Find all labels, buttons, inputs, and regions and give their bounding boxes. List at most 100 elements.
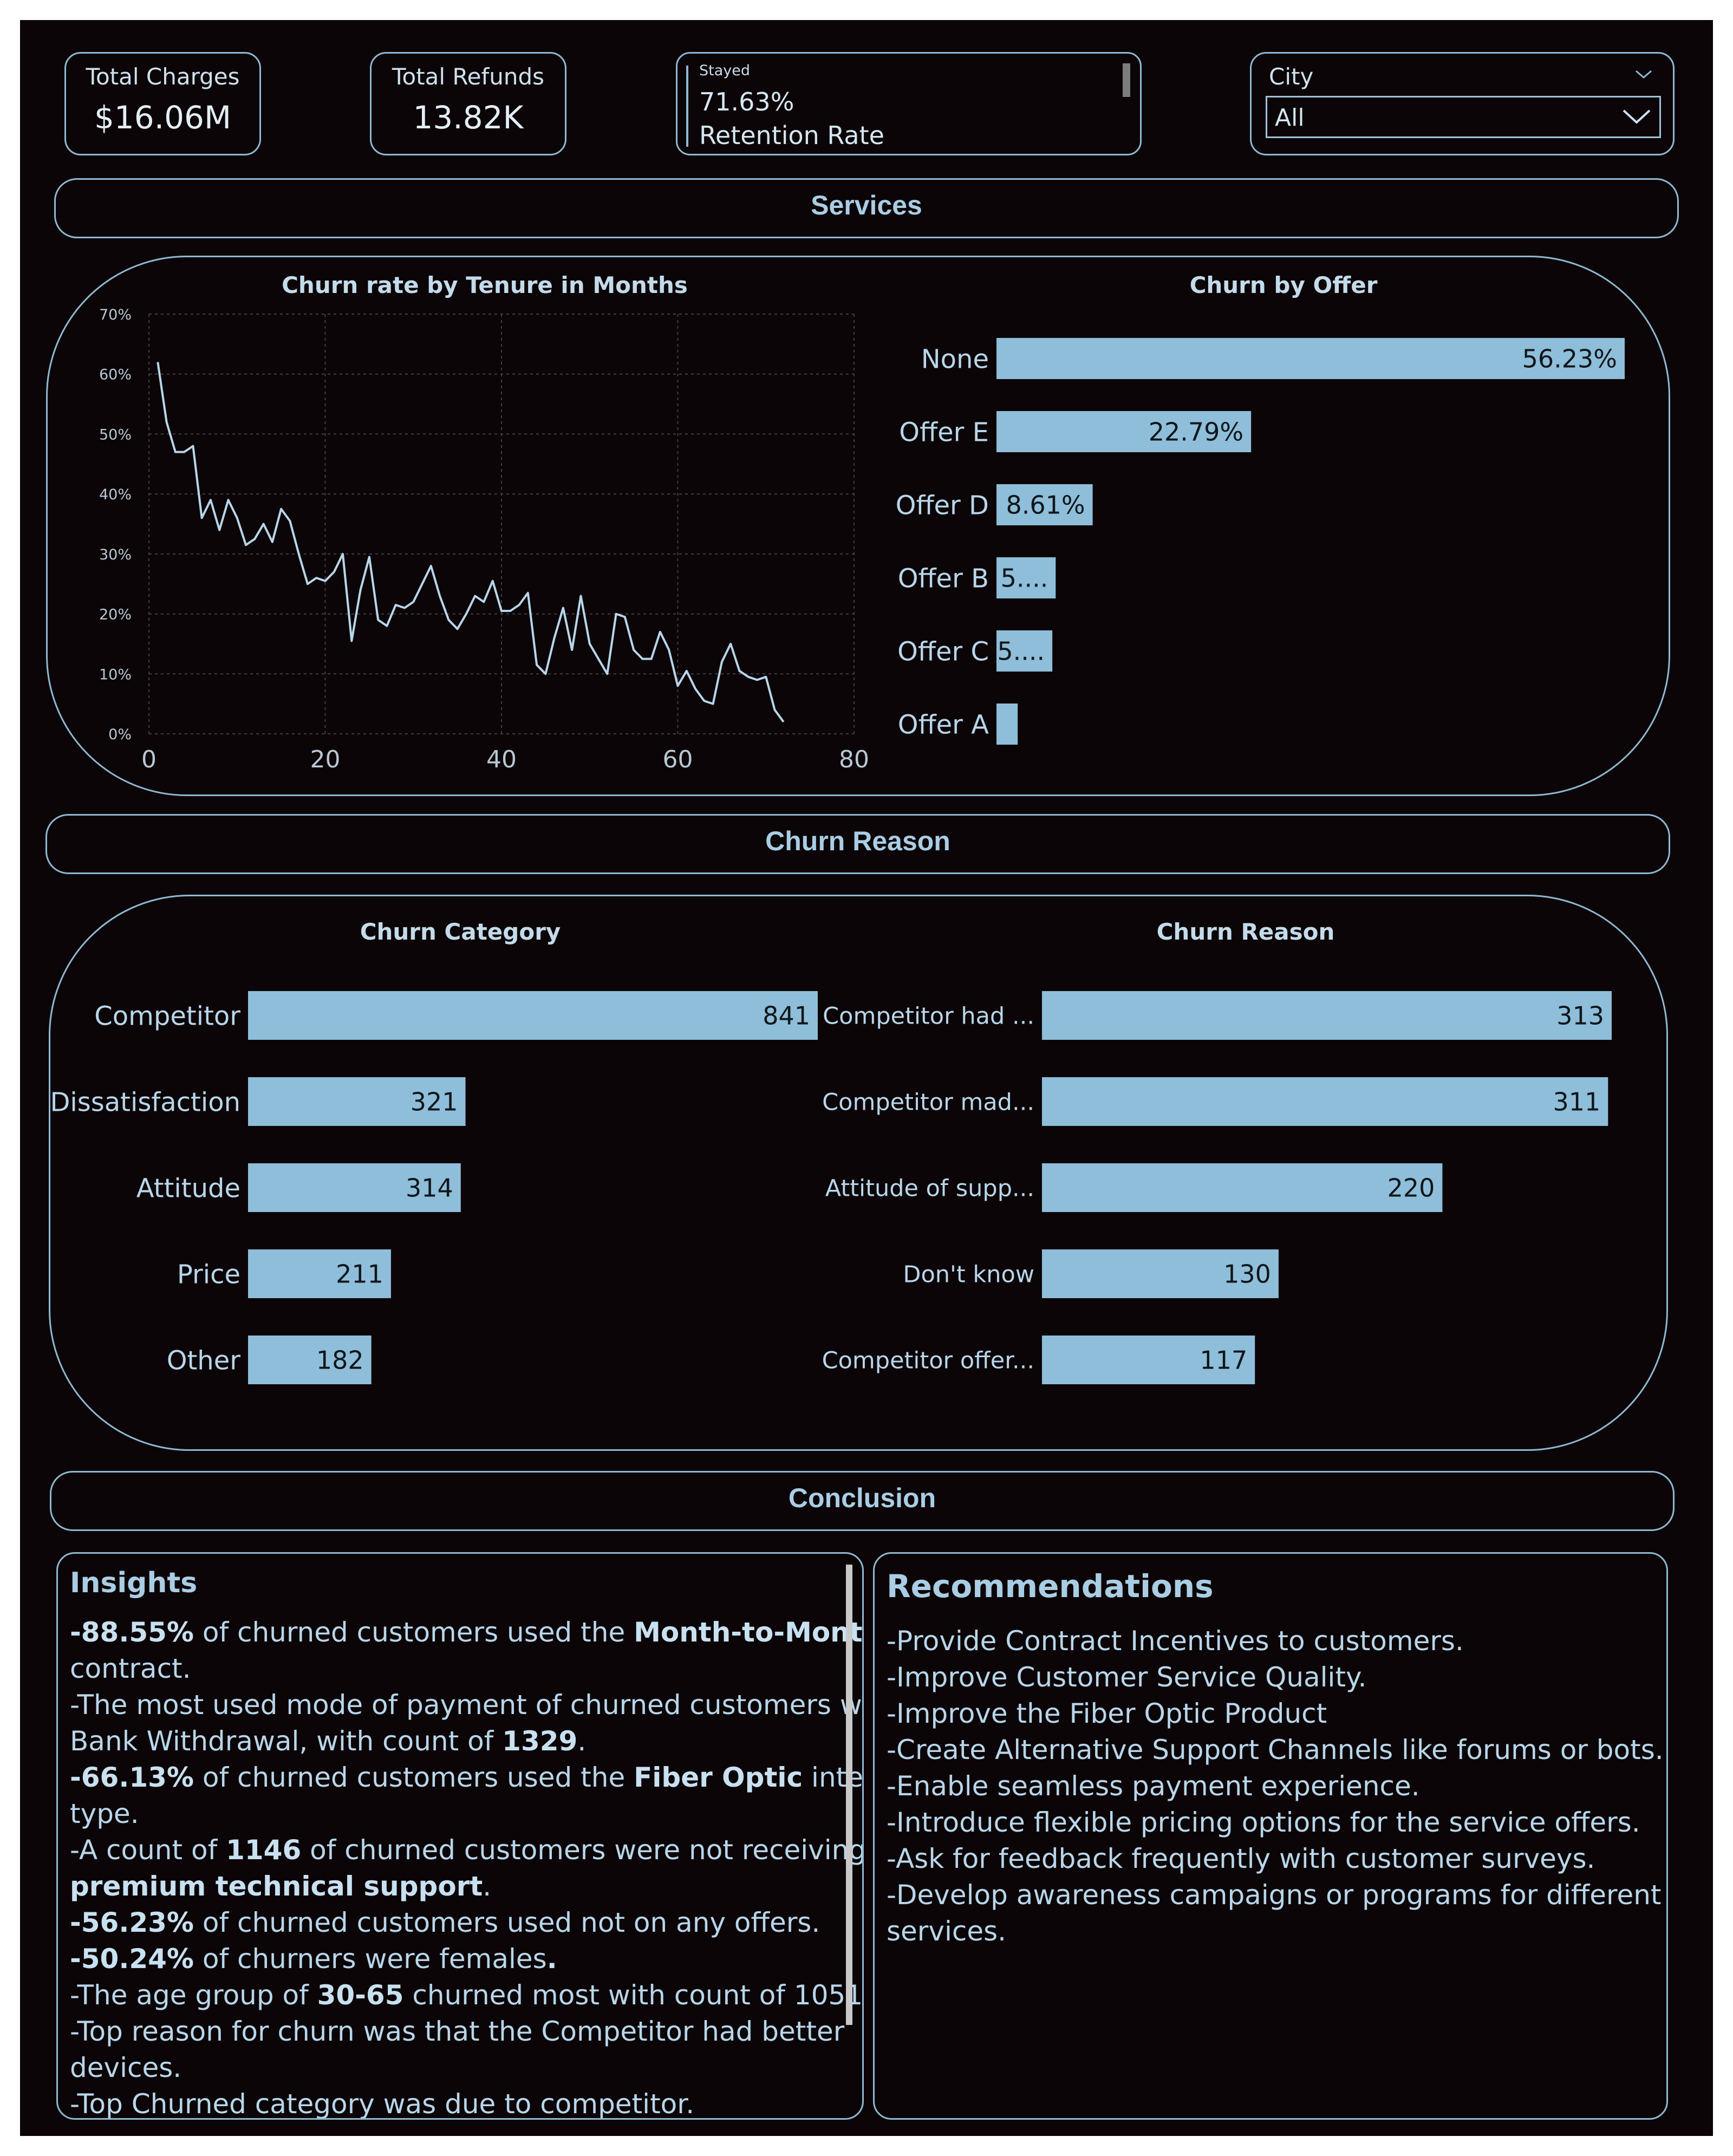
y-tick-label: 10% bbox=[99, 666, 132, 683]
bar bbox=[1042, 1077, 1608, 1126]
data-label: 56.23% bbox=[1522, 344, 1617, 374]
city-dropdown[interactable]: All bbox=[1266, 96, 1661, 138]
chevron-down-icon[interactable] bbox=[1620, 106, 1653, 128]
data-label: 8.61% bbox=[1006, 491, 1085, 520]
recommendations-title: Recommendations bbox=[887, 1568, 1214, 1605]
bar bbox=[996, 630, 1053, 672]
kpi-card-total-refunds[interactable]: Total Refunds 13.82K bbox=[370, 52, 566, 155]
chevron-down-icon[interactable] bbox=[1633, 68, 1654, 81]
bar bbox=[248, 1336, 372, 1384]
insight-highlight: -56.23% bbox=[70, 1907, 194, 1938]
insight-text: of churned customers used the bbox=[194, 1617, 634, 1648]
insight-line: -50.24% of churners were females. bbox=[70, 1941, 557, 1977]
bar bbox=[996, 338, 1625, 379]
data-label: 117 bbox=[1200, 1346, 1247, 1375]
churn-rate-series-line bbox=[157, 362, 785, 723]
insight-highlight: -50.24% bbox=[70, 1943, 194, 1975]
data-label: 211 bbox=[336, 1260, 383, 1289]
insight-text: of churned customers used not on any off… bbox=[194, 1907, 820, 1938]
scrollbar-thumb[interactable] bbox=[1123, 63, 1130, 97]
retention-value: 71.63% bbox=[699, 87, 794, 116]
recommendation-line: -Provide Contract Incentives to customer… bbox=[887, 1625, 1464, 1657]
insight-highlight: -66.13% bbox=[70, 1762, 194, 1793]
insights-scrollbar[interactable] bbox=[846, 1565, 852, 2025]
recommendations-textbox[interactable]: Recommendations -Provide Contract Incent… bbox=[873, 1552, 1668, 2120]
kpi-value: $16.06M bbox=[94, 99, 231, 136]
insight-highlight: . bbox=[546, 1943, 557, 1975]
insight-line: -56.23% of churned customers used not on… bbox=[70, 1905, 820, 1941]
x-tick-label: 80 bbox=[839, 746, 869, 773]
offer-chart-title: Churn by Offer bbox=[1189, 272, 1378, 298]
category-label: Offer B bbox=[898, 563, 989, 594]
insight-text: contract. bbox=[70, 1653, 191, 1684]
bar bbox=[1042, 991, 1612, 1040]
insight-text: of churned customers were not receiving bbox=[301, 1834, 864, 1866]
insight-highlight: 30-65 bbox=[317, 1979, 404, 2011]
category-label: Competitor offer... bbox=[822, 1347, 1034, 1374]
insight-text: -The most used mode of payment of churne… bbox=[70, 1689, 864, 1721]
data-label: 130 bbox=[1223, 1260, 1271, 1289]
insight-text: -The age group of bbox=[70, 1979, 317, 2011]
insight-text: of churned customers used the bbox=[194, 1762, 634, 1793]
category-label: Don't know bbox=[903, 1261, 1034, 1288]
y-tick-label: 30% bbox=[99, 546, 132, 563]
dropdown-selected-value: All bbox=[1275, 104, 1305, 132]
category-label: Attitude bbox=[136, 1173, 240, 1203]
slicer-title: City bbox=[1269, 63, 1314, 90]
tenure-line-chart: 0% 10% 20% 30% 40% 50% 60% 70% 0 20 40 60 80 bbox=[99, 307, 869, 773]
bar bbox=[248, 1249, 391, 1298]
insight-line: -66.13% of churned customers used the Fi… bbox=[70, 1760, 863, 1796]
insight-text: . bbox=[483, 1871, 492, 1902]
section-title: Conclusion bbox=[788, 1483, 936, 1513]
recommendation-line: -Enable seamless payment experience. bbox=[887, 1770, 1420, 1802]
category-label: Offer E bbox=[899, 417, 989, 447]
retention-small-label: Stayed bbox=[699, 62, 750, 79]
recommendation-line: -Create Alternative Support Channels lik… bbox=[887, 1734, 1664, 1766]
category-label: Offer C bbox=[897, 636, 989, 667]
category-label: None bbox=[921, 344, 989, 374]
y-tick-label: 40% bbox=[99, 486, 132, 503]
insight-text: internet bbox=[811, 1762, 863, 1793]
insight-highlight: -88.55% bbox=[70, 1617, 194, 1648]
insight-text: type. bbox=[70, 1798, 139, 1829]
city-slicer[interactable]: City All bbox=[1250, 52, 1675, 155]
insight-line: -A count of 1146 of churned customers we… bbox=[70, 1832, 864, 1868]
x-tick-label: 0 bbox=[141, 746, 157, 773]
y-tick-label: 60% bbox=[99, 367, 132, 383]
churn-reason-panel bbox=[49, 895, 1668, 1451]
category-label: Competitor mad... bbox=[822, 1089, 1034, 1116]
insight-line: premium technical support. bbox=[70, 1868, 491, 1905]
insight-highlight: Fiber Optic bbox=[634, 1762, 803, 1793]
bar bbox=[248, 1077, 466, 1126]
section-header-churn-reason: Churn Reason bbox=[45, 814, 1670, 874]
insight-line: -The age group of 30-65 churned most wit… bbox=[70, 1977, 862, 2014]
category-label: Offer A bbox=[898, 709, 989, 740]
y-tick-label: 50% bbox=[99, 426, 132, 443]
category-chart-title: Churn Category bbox=[360, 919, 561, 945]
x-tick-label: 60 bbox=[663, 746, 693, 773]
x-tick-label: 40 bbox=[486, 746, 517, 773]
churn-reason-bar-chart: Competitor had ... 313 Competitor mad... 31… bbox=[822, 991, 1612, 1384]
insight-line: -88.55% of churned customers used the Mo… bbox=[70, 1614, 862, 1651]
data-label: 321 bbox=[411, 1087, 458, 1117]
insight-line: -The most used mode of payment of churne… bbox=[70, 1687, 864, 1723]
bar bbox=[1042, 1336, 1255, 1384]
kpi-card-retention-rate[interactable]: Stayed 71.63% Retention Rate bbox=[676, 52, 1142, 155]
data-label: 182 bbox=[316, 1346, 364, 1375]
insights-textbox[interactable]: Insights -88.55% of churned customers us… bbox=[56, 1552, 864, 2120]
data-label: 5.... bbox=[997, 637, 1045, 666]
tenure-chart-title: Churn rate by Tenure in Months bbox=[282, 272, 688, 298]
category-label: Competitor had ... bbox=[823, 1002, 1034, 1030]
insight-line: Bank Withdrawal, with count of 1329. bbox=[70, 1723, 586, 1760]
retention-label: Retention Rate bbox=[699, 121, 884, 150]
kpi-card-total-charges[interactable]: Total Charges $16.06M bbox=[64, 52, 261, 155]
category-label: Competitor bbox=[94, 1001, 240, 1031]
recommendation-line: -Introduce flexible pricing options for … bbox=[887, 1807, 1640, 1838]
kpi-label: Total Refunds bbox=[392, 63, 545, 90]
insight-line: -Top Churned category was due to competi… bbox=[70, 2086, 694, 2118]
section-header-services: Services bbox=[54, 178, 1679, 238]
section-header-conclusion: Conclusion bbox=[50, 1471, 1675, 1531]
bar bbox=[248, 991, 818, 1040]
kpi-value: 13.82K bbox=[413, 99, 524, 136]
y-tick-label: 20% bbox=[99, 607, 132, 623]
